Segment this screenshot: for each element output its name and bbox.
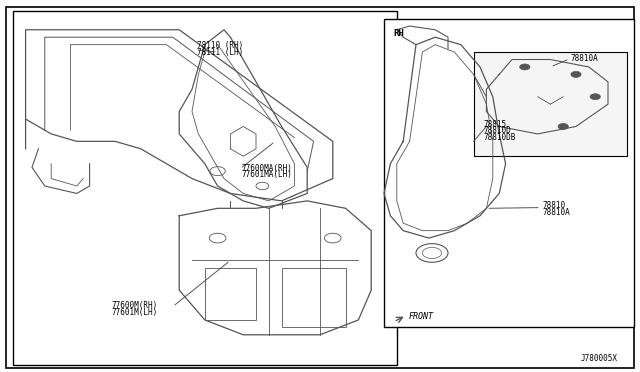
Circle shape — [590, 94, 600, 100]
Bar — [282, 268, 346, 327]
Bar — [205, 268, 256, 320]
Text: FRONT: FRONT — [408, 312, 433, 321]
Text: J780005X: J780005X — [580, 354, 618, 363]
Circle shape — [558, 124, 568, 129]
Bar — [384, 19, 634, 327]
Text: 78111 (LH): 78111 (LH) — [197, 48, 243, 57]
Text: RH: RH — [394, 29, 404, 38]
Text: 77601MA(LH): 77601MA(LH) — [242, 170, 292, 179]
Text: 78810D: 78810D — [484, 126, 511, 135]
Bar — [474, 52, 627, 156]
Circle shape — [571, 71, 581, 77]
Text: 77600MA(RH): 77600MA(RH) — [242, 164, 292, 173]
Text: 78110 (RH): 78110 (RH) — [197, 41, 243, 50]
Circle shape — [520, 64, 530, 70]
Text: 78810A: 78810A — [543, 208, 570, 217]
Text: 77600M(RH): 77600M(RH) — [112, 301, 158, 310]
Text: 78810A: 78810A — [571, 54, 598, 63]
Text: 78810: 78810 — [543, 201, 566, 210]
Text: 78810DB: 78810DB — [484, 133, 516, 142]
Text: 78815: 78815 — [484, 120, 507, 129]
Bar — [13, 11, 397, 365]
Text: 77601M(LH): 77601M(LH) — [112, 308, 158, 317]
